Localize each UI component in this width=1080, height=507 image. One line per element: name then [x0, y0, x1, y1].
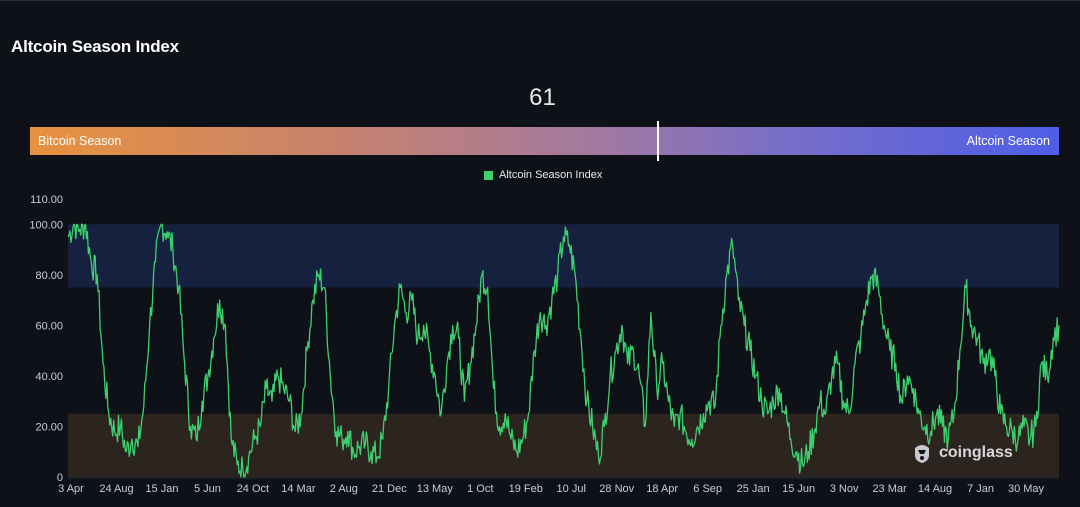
x-tick-label: 25 Jan [737, 483, 770, 495]
x-tick-label: 24 Oct [237, 483, 269, 495]
x-tick-label: 15 Jun [782, 483, 815, 495]
x-tick-label: 2 Aug [330, 483, 358, 495]
x-tick-label: 21 Dec [372, 483, 407, 495]
x-tick-label: 14 Aug [918, 483, 952, 495]
x-tick-label: 15 Jan [145, 483, 178, 495]
top-divider [0, 0, 1080, 1]
x-tick-label: 6 Sep [693, 483, 722, 495]
y-tick-label: 100.00 [29, 219, 63, 231]
x-tick-label: 1 Oct [467, 483, 493, 495]
coinglass-logo-icon [915, 445, 929, 463]
x-tick-label: 14 Mar [281, 483, 316, 495]
x-tick-label: 19 Feb [509, 483, 543, 495]
y-tick-label: 110.00 [30, 194, 63, 206]
y-tick-label: 0 [57, 472, 63, 484]
x-tick-label: 28 Nov [599, 483, 634, 495]
y-tick-label: 80.00 [35, 270, 63, 282]
x-tick-label: 13 May [417, 483, 454, 495]
chart-legend[interactable]: Altcoin Season Index [484, 169, 602, 181]
bitcoin-season-label: Bitcoin Season [38, 134, 122, 148]
x-tick-label: 23 Mar [872, 483, 907, 495]
altcoin-season-index-line [67, 223, 1060, 478]
page-title: Altcoin Season Index [11, 37, 179, 56]
y-tick-label: 40.00 [35, 371, 63, 383]
x-tick-label: 24 Aug [99, 483, 133, 495]
altcoin-season-chart[interactable]: 0 20.00 40.00 60.00 80.00 100.00 110.00 3 Apr 24… [0, 190, 1080, 507]
index-value: 61 [529, 84, 556, 111]
y-tick-label: 20.00 [35, 421, 63, 433]
x-tick-label: 3 Nov [830, 483, 859, 495]
x-tick-label: 18 Apr [646, 483, 678, 495]
watermark-text: coinglass [939, 444, 1013, 461]
index-marker [656, 121, 659, 161]
altcoin-season-zone [68, 224, 1059, 288]
x-tick-label: 7 Jan [967, 483, 994, 495]
x-tick-label: 5 Jun [194, 483, 221, 495]
coinglass-watermark: coinglass [911, 442, 1013, 464]
y-tick-label: 60.00 [35, 320, 63, 332]
altcoin-season-label: Altcoin Season [966, 134, 1050, 148]
season-gradient-bar: Bitcoin Season Altcoin Season [30, 121, 1059, 161]
x-tick-label: 30 May [1008, 483, 1045, 495]
legend-swatch-icon [484, 170, 493, 180]
legend-label: Altcoin Season Index [499, 169, 603, 181]
x-tick-label: 3 Apr [58, 483, 84, 495]
x-tick-label: 10 Jul [557, 483, 586, 495]
